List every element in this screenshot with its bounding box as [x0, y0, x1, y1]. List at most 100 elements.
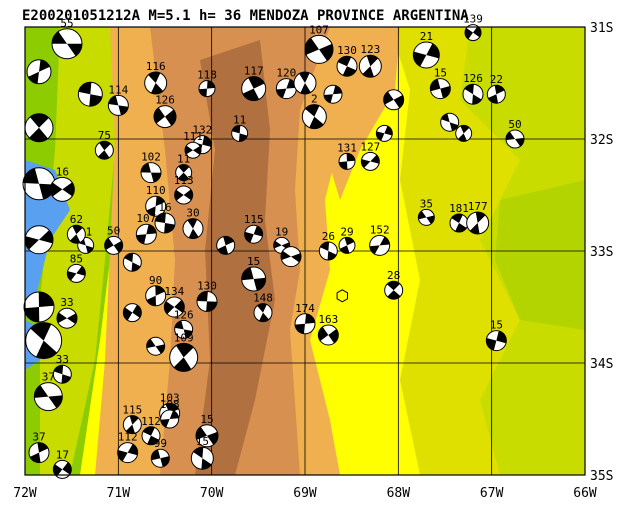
focal-mechanism[interactable]: 152 [369, 223, 391, 256]
focal-mechanism[interactable]: 15 [485, 319, 507, 352]
focal-mechanism[interactable] [280, 246, 302, 268]
focal-mechanism[interactable] [22, 167, 56, 201]
focal-mechanism[interactable] [323, 84, 343, 104]
focal-mechanism[interactable]: 2 [301, 93, 327, 130]
focal-mechanism[interactable]: 114 [107, 83, 129, 116]
focal-mechanism[interactable]: 117 [241, 65, 267, 102]
focal-mechanism[interactable]: 111 [183, 130, 203, 159]
focal-mechanism[interactable]: 85 [66, 252, 86, 283]
focal-mechanism[interactable]: 177 [466, 200, 490, 235]
focal-mechanism[interactable]: 35 [417, 197, 435, 226]
focal-mechanism[interactable] [77, 81, 103, 107]
compressional-quadrant [62, 182, 75, 197]
mechanism-depth-label: 21 [420, 30, 433, 43]
focal-mechanism[interactable] [216, 235, 236, 255]
focal-mechanism[interactable]: 22 [486, 73, 506, 104]
focal-mechanism[interactable]: 90 [145, 274, 167, 307]
focal-mechanism[interactable]: 110 [145, 184, 167, 217]
focal-mechanism[interactable]: 55 [51, 17, 83, 60]
compressional-quadrant [366, 55, 379, 67]
focal-mechanism[interactable]: 11 [231, 113, 249, 142]
focal-mechanism[interactable]: 163 [317, 313, 339, 346]
focal-mechanism[interactable]: 15 [190, 435, 214, 470]
focal-mechanism[interactable]: 33 [56, 296, 78, 329]
focal-mechanism[interactable]: 16 [49, 165, 75, 202]
focal-mechanism[interactable]: 174 [294, 302, 316, 335]
focal-mechanism[interactable]: 181 [449, 202, 469, 233]
focal-mechanism[interactable]: 127 [360, 140, 380, 171]
compressional-quadrant [37, 442, 49, 453]
focal-mechanism[interactable]: 139 [463, 13, 483, 42]
focal-mechanism[interactable]: 126 [174, 308, 194, 339]
compressional-quadrant [418, 210, 427, 220]
focal-mechanism[interactable]: 17 [52, 448, 72, 479]
focal-mechanism[interactable]: 126 [153, 94, 177, 129]
focal-mechanism[interactable] [23, 291, 55, 323]
focal-mechanism[interactable]: 115 [244, 213, 264, 244]
compressional-quadrant [324, 94, 333, 103]
focal-mechanism[interactable]: 116 [144, 60, 168, 95]
focal-mechanism[interactable]: 102 [140, 151, 162, 184]
focal-mechanism[interactable]: 11 [175, 153, 193, 182]
focal-mechanism[interactable]: 112 [117, 431, 139, 464]
focal-mechanism[interactable]: 29 [338, 225, 356, 254]
focal-mechanism[interactable] [440, 112, 460, 132]
focal-mechanism[interactable]: 120 [275, 67, 297, 100]
compressional-quadrant [320, 242, 330, 251]
focal-mechanism[interactable]: 99 [150, 437, 170, 468]
focal-mechanism[interactable] [24, 225, 54, 255]
focal-mechanism[interactable]: 75 [94, 129, 114, 160]
focal-mechanism[interactable]: 113 [174, 174, 194, 205]
green-band-far-east [495, 180, 585, 330]
mechanism-depth-label: 17 [56, 448, 69, 461]
focal-mechanism[interactable]: 107 [304, 23, 334, 64]
compressional-quadrant [379, 236, 390, 246]
focal-mechanism[interactable]: 131 [337, 141, 357, 170]
mechanism-depth-label: 115 [122, 404, 142, 417]
focal-mechanism[interactable]: 118 [197, 69, 217, 98]
focal-mechanism[interactable]: 108 [160, 398, 180, 429]
focal-mechanism[interactable]: 62 [66, 213, 86, 244]
compressional-quadrant [136, 234, 147, 244]
focal-mechanism[interactable]: 148 [253, 292, 273, 323]
compressional-quadrant [67, 313, 78, 324]
focal-mechanism[interactable] [375, 124, 393, 142]
focal-mechanism[interactable]: 26 [318, 230, 338, 261]
focal-mechanism[interactable]: 109 [169, 331, 199, 372]
focal-mechanism[interactable]: 50 [104, 224, 124, 255]
focal-mechanism[interactable] [26, 59, 52, 85]
compressional-quadrant [104, 238, 114, 250]
focal-mechanism[interactable] [455, 124, 473, 142]
mechanism-depth-label: 127 [360, 140, 380, 153]
focal-mechanism[interactable]: 126 [462, 72, 484, 105]
focal-mechanism[interactable]: 15 [241, 255, 267, 292]
focal-mechanism[interactable]: 130 [336, 44, 358, 77]
focal-mechanism[interactable]: 37 [33, 371, 63, 412]
focal-mechanism[interactable]: 16 [154, 201, 176, 234]
focal-mechanism[interactable] [25, 322, 63, 360]
focal-mechanism[interactable]: 30 [182, 207, 204, 240]
focal-mechanism[interactable] [122, 252, 142, 272]
focal-mechanism[interactable]: 123 [358, 43, 382, 78]
focal-mechanism[interactable]: 112 [141, 415, 161, 446]
focal-mechanism[interactable]: 107 [135, 212, 157, 245]
focal-mechanism[interactable] [383, 89, 405, 111]
focal-mechanism[interactable]: 21 [412, 30, 440, 69]
focal-mechanism[interactable] [293, 71, 317, 95]
focal-mechanism[interactable]: 15 [429, 67, 451, 100]
focal-mechanism[interactable] [122, 303, 142, 323]
focal-mechanism[interactable]: 37 [28, 431, 50, 464]
focal-mechanism[interactable]: 28 [384, 269, 404, 300]
focal-mechanism[interactable]: 33 [52, 353, 72, 384]
focal-mechanism[interactable]: 134 [163, 285, 185, 318]
focal-mechanism[interactable]: 130 [196, 279, 218, 312]
mechanism-depth-label: 19 [275, 225, 288, 238]
focal-mechanism[interactable]: 15 [195, 413, 219, 448]
focal-mechanism[interactable] [24, 113, 54, 143]
focal-mechanism[interactable]: 115 [122, 404, 142, 435]
focal-mechanism[interactable] [146, 336, 166, 356]
focal-mechanism[interactable]: 50 [505, 118, 525, 149]
lon-tick-label: 69W [293, 486, 317, 501]
map-frame [24, 26, 586, 476]
compressional-quadrant [160, 419, 170, 428]
